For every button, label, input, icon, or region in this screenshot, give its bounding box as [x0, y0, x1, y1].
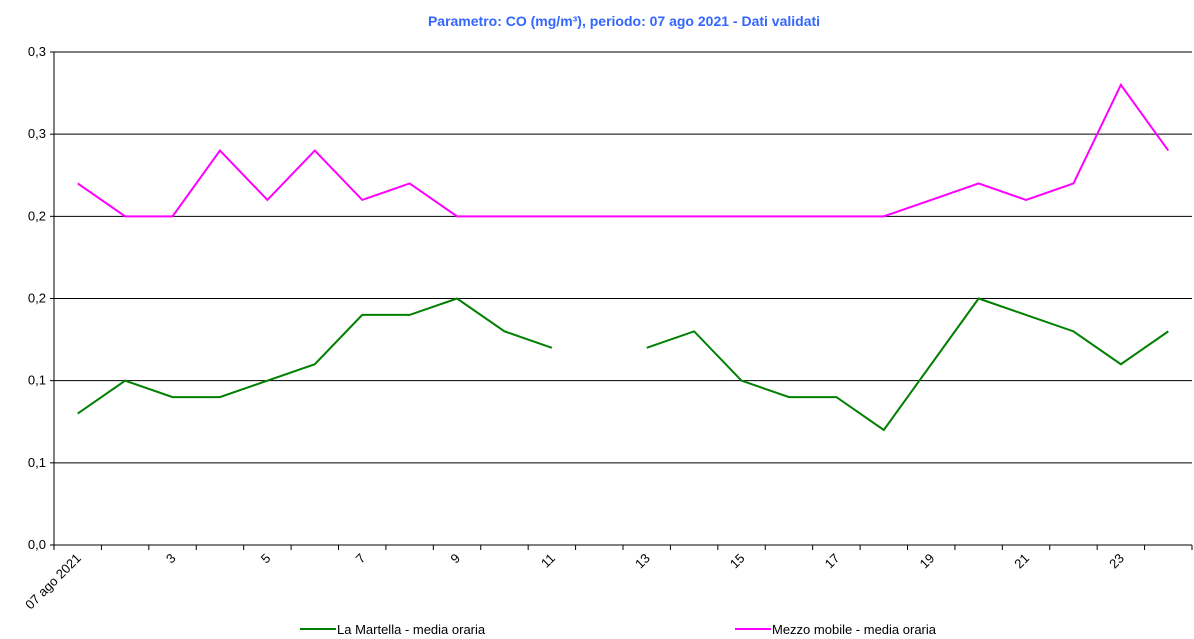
x-tick-label: 3: [163, 551, 179, 567]
x-tick-label: 5: [258, 551, 274, 567]
y-tick-label: 0,1: [28, 455, 46, 470]
x-tick-label: 23: [1106, 551, 1127, 572]
y-tick-label: 0,1: [28, 373, 46, 388]
series-line: [77, 297, 1169, 432]
x-tick-label: 19: [916, 551, 937, 572]
series-line: [77, 82, 1170, 218]
x-tick-label: 13: [632, 551, 653, 572]
x-tick-label: 11: [538, 551, 558, 571]
y-tick-label: 0,3: [28, 44, 46, 59]
x-tick-label: 15: [727, 551, 748, 572]
legend-label: La Martella - media oraria: [337, 622, 486, 637]
legend-label: Mezzo mobile - media oraria: [772, 622, 937, 637]
x-tick-label: 07 ago 2021: [22, 551, 84, 613]
y-tick-label: 0,2: [28, 291, 46, 306]
y-tick-label: 0,3: [28, 126, 46, 141]
y-tick-label: 0,2: [28, 208, 46, 223]
x-tick-label: 17: [822, 551, 843, 572]
x-tick-label: 9: [447, 551, 463, 567]
y-tick-label: 0,0: [28, 537, 46, 552]
chart-title: Parametro: CO (mg/m³), periodo: 07 ago 2…: [428, 13, 820, 29]
x-tick-label: 21: [1011, 551, 1032, 572]
x-tick-label: 7: [353, 551, 369, 567]
